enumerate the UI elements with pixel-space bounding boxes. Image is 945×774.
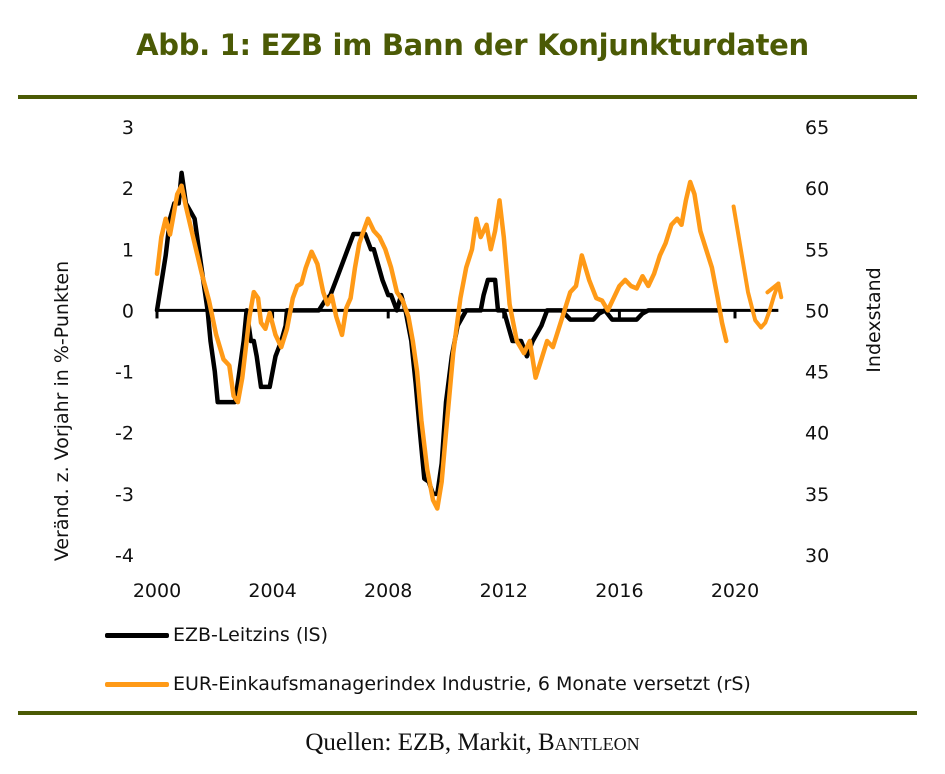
y-left-tick-label: -2	[115, 423, 134, 445]
y-right-tick-label: 40	[805, 423, 829, 445]
source-prefix: Quellen: EZB, Markit,	[305, 729, 538, 756]
y-right-tick-label: 65	[805, 117, 829, 139]
y-left-ticks: 3 2 1 0 -1 -2 -3 -4	[115, 117, 134, 567]
legend-item-ecb: EZB-Leitzins (lS)	[105, 624, 328, 646]
y-left-tick-label: -4	[115, 545, 134, 567]
y-right-tick-label: 35	[805, 484, 829, 506]
y-left-tick-label: -3	[115, 484, 134, 506]
x-tick-label: 2012	[480, 580, 528, 602]
legend-item-pmi: EUR-Einkaufsmanagerindex Industrie, 6 Mo…	[105, 673, 751, 695]
y-axis-label-right: Indexstand	[863, 267, 885, 372]
y-left-tick-label: 1	[122, 239, 134, 261]
y-left-tick-label: 3	[122, 117, 134, 139]
legend-swatch-pmi	[105, 681, 169, 687]
x-ticks: 2000 2004 2008 2012 2016 2020	[133, 580, 759, 602]
plot-area	[154, 170, 784, 511]
y-left-tick-label: -1	[115, 362, 134, 384]
footer-rule	[18, 711, 917, 715]
x-tick-label: 2008	[364, 580, 412, 602]
forecast-arrowhead	[765, 281, 784, 300]
series-line-pmi	[154, 179, 729, 511]
series-line-pmi-forecast	[731, 204, 781, 330]
y-right-ticks: 65 60 55 50 45 40 35 30	[805, 117, 829, 567]
legend-label-ecb: EZB-Leitzins (lS)	[173, 624, 328, 646]
x-tick-label: 2004	[248, 580, 296, 602]
y-right-tick-label: 30	[805, 545, 829, 567]
y-right-tick-label: 60	[805, 178, 829, 200]
y-left-tick-label: 0	[122, 300, 134, 322]
y-right-tick-label: 50	[805, 300, 829, 322]
series-line-ecb	[154, 170, 720, 497]
legend-label-pmi: EUR-Einkaufsmanagerindex Industrie, 6 Mo…	[173, 673, 751, 695]
y-right-tick-label: 45	[805, 362, 829, 384]
y-left-tick-label: 2	[122, 178, 134, 200]
y-axis-label-left: Veränd. z. Vorjahr in %-Punkten	[51, 261, 73, 561]
source-note: Quellen: EZB, Markit, Bantleon	[0, 729, 945, 757]
title-rule	[18, 95, 917, 99]
source-brand: Bantleon	[537, 729, 640, 756]
x-tick-label: 2020	[711, 580, 759, 602]
x-tick-label: 2000	[133, 580, 181, 602]
y-right-tick-label: 55	[805, 239, 829, 261]
x-tick-label: 2016	[595, 580, 643, 602]
chart-title: Abb. 1: EZB im Bann der Konjunkturdaten	[136, 28, 809, 62]
legend-swatch-ecb	[105, 632, 169, 638]
